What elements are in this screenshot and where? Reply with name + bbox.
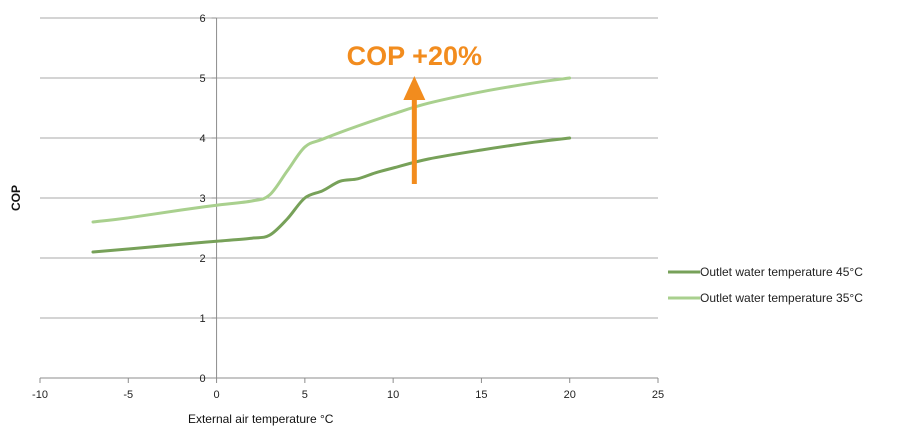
legend-label-1: Outlet water temperature 45°C xyxy=(700,265,863,279)
series-line-2 xyxy=(91,76,572,224)
x-tick-label: -5 xyxy=(123,389,133,401)
series-lines xyxy=(91,76,572,254)
legend: Outlet water temperature 45°C Outlet wate… xyxy=(668,265,863,305)
axes xyxy=(39,17,659,383)
x-tick-label: 20 xyxy=(564,389,576,401)
y-tick-label: 1 xyxy=(199,313,205,325)
x-tick-label: -10 xyxy=(32,389,48,401)
y-axis-title: COP xyxy=(9,185,23,211)
gridlines xyxy=(40,17,658,319)
annotation-group: COP +20% xyxy=(347,41,482,184)
series-line-1 xyxy=(91,136,572,254)
y-tick-labels: 0 1 2 3 4 5 6 xyxy=(199,13,205,385)
legend-label-2: Outlet water temperature 35°C xyxy=(700,291,863,305)
y-tick-label: 2 xyxy=(199,253,205,265)
y-tick-label: 4 xyxy=(199,133,205,145)
y-tick-label: 3 xyxy=(199,193,205,205)
x-tick-label: 0 xyxy=(214,389,220,401)
x-tick-label: 25 xyxy=(652,389,664,401)
x-tick-label: 5 xyxy=(302,389,308,401)
annotation-arrow-head xyxy=(403,76,426,100)
x-tick-labels: -10 -5 0 5 10 15 20 25 xyxy=(32,389,664,401)
y-tick-label: 0 xyxy=(199,373,205,385)
annotation-label: COP +20% xyxy=(347,41,482,71)
x-tick-label: 10 xyxy=(387,389,399,401)
x-tick-label: 15 xyxy=(475,389,487,401)
y-tick-label: 5 xyxy=(199,73,205,85)
x-axis-title: External air temperature °C xyxy=(188,412,334,426)
y-tick-label: 6 xyxy=(199,13,205,25)
